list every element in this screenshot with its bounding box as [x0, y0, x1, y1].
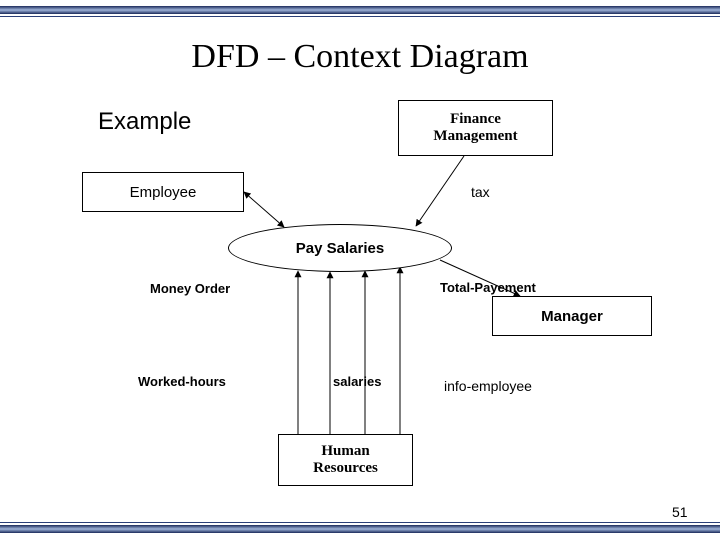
edge-label-worked-hours: Worked-hours [138, 374, 226, 389]
node-label: Manager [541, 308, 603, 325]
top-decor-bar [0, 6, 720, 18]
edge-label-money-order: Money Order [150, 281, 230, 296]
edge-label-total-payment: Total-Payement [440, 280, 536, 295]
node-finance-management: FinanceManagement [398, 100, 553, 156]
node-manager: Manager [492, 296, 652, 336]
node-employee: Employee [82, 172, 244, 212]
edge-label-salaries: salaries [333, 374, 381, 389]
node-label: Pay Salaries [296, 240, 384, 257]
edge-label-info-employee: info-employee [444, 378, 532, 394]
page-number: 51 [672, 504, 688, 520]
example-label: Example [98, 108, 191, 136]
node-process-pay-salaries: Pay Salaries [228, 224, 452, 272]
slide-title: DFD – Context Diagram [0, 38, 720, 76]
node-label: HumanResources [313, 443, 378, 478]
node-label: Employee [130, 184, 197, 201]
edge-label-tax: tax [471, 184, 490, 200]
node-label: FinanceManagement [433, 111, 517, 146]
node-human-resources: HumanResources [278, 434, 413, 486]
bottom-decor-bar [0, 522, 720, 534]
